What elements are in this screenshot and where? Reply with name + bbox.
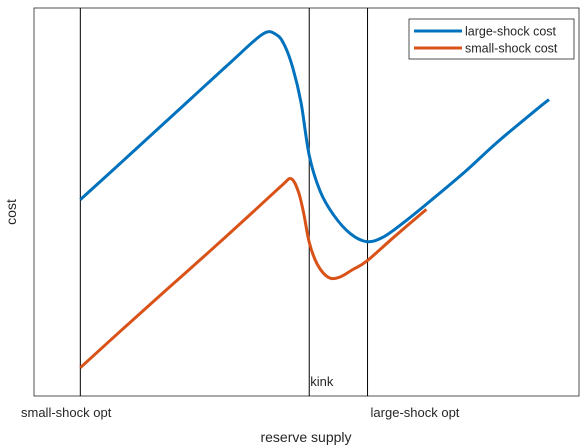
series-line-large-shock-cost (79, 30, 550, 244)
plot-area (33, 7, 580, 397)
legend-label-small-shock-cost: small-shock cost (465, 42, 558, 56)
reference-line-labels: small-shock opt kink large-shock opt (21, 374, 460, 420)
reference-lines (79, 8, 369, 396)
reference-line-label-large-shock-opt: large-shock opt (371, 405, 460, 420)
legend-label-large-shock-cost: large-shock cost (465, 25, 557, 39)
legend: large-shock cost small-shock cost (408, 18, 575, 60)
legend-box (408, 18, 575, 60)
y-axis-label: cost (3, 199, 19, 225)
reference-line-label-kink: kink (310, 374, 334, 389)
x-axis-label: reserve supply (260, 429, 351, 445)
series-layer (79, 30, 550, 369)
reference-line-label-small-shock-opt: small-shock opt (21, 405, 112, 420)
series-line-small-shock-cost (79, 176, 428, 369)
